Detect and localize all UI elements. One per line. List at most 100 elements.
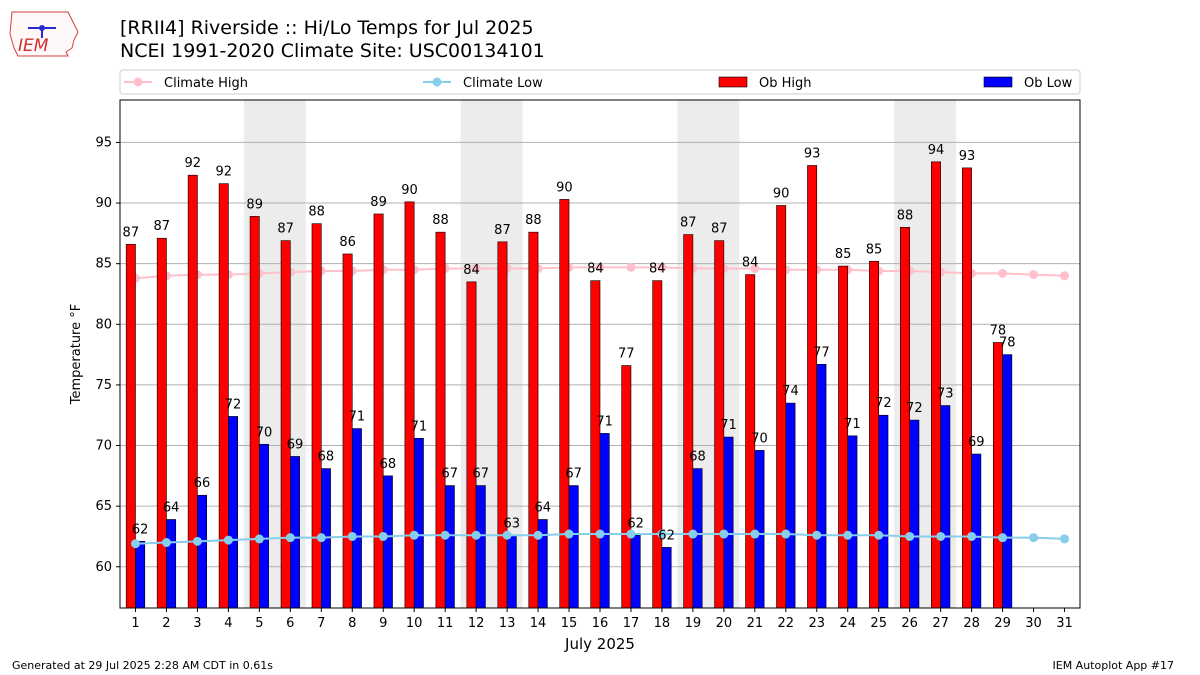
- ob-high-value-label: 84: [587, 262, 604, 277]
- x-tick-label: 30: [1025, 616, 1042, 631]
- legend-ob-high-swatch: [718, 76, 748, 88]
- ob-high-value-label: 87: [154, 219, 171, 234]
- climate-low-point: [502, 530, 512, 540]
- ob-high-bar: [931, 161, 941, 609]
- ob-low-bar: [259, 444, 269, 609]
- climate-low-point: [750, 529, 760, 539]
- y-axis: 60 65 70 75 80 85 90 95: [95, 135, 120, 575]
- climate-low-point: [781, 529, 791, 539]
- ob-low-bar: [754, 450, 765, 609]
- ob-low-value-label: 72: [906, 401, 923, 416]
- ob-high-value-label: 92: [184, 156, 201, 171]
- ob-high-bar: [590, 280, 601, 609]
- x-tick-label: 15: [561, 616, 578, 631]
- x-tick-label: 3: [193, 616, 201, 631]
- y-tick-label: 65: [95, 499, 112, 514]
- ob-low-bar: [909, 419, 920, 609]
- bar-series: [125, 161, 1013, 609]
- footer-app-text: IEM Autoplot App #17: [1052, 659, 1175, 672]
- ob-low-bar: [166, 519, 177, 609]
- x-tick-label: 19: [685, 616, 702, 631]
- x-tick-label: 6: [286, 616, 294, 631]
- climate-low-point: [936, 531, 946, 541]
- ob-low-value-label: 64: [163, 500, 180, 515]
- climate-low-point: [688, 529, 698, 539]
- x-tick-label: 11: [437, 616, 454, 631]
- ob-high-value-label: 94: [928, 143, 945, 158]
- ob-low-value-label: 72: [875, 396, 892, 411]
- ob-low-bar: [723, 436, 734, 609]
- y-tick-label: 95: [95, 135, 112, 150]
- x-tick-label: 7: [317, 616, 325, 631]
- ob-low-bar: [661, 547, 672, 609]
- x-tick-label: 22: [778, 616, 795, 631]
- ob-high-value-label: 87: [711, 222, 728, 237]
- ob-low-bar: [878, 414, 889, 609]
- x-tick-label: 24: [839, 616, 856, 631]
- climate-low-point: [285, 533, 295, 543]
- ob-low-bar: [290, 456, 300, 609]
- ob-low-value-label: 69: [968, 435, 985, 450]
- ob-high-value-label: 84: [742, 256, 759, 271]
- x-tick-label: 2: [162, 616, 170, 631]
- y-tick-label: 70: [95, 439, 112, 454]
- y-tick-label: 60: [95, 560, 112, 575]
- ob-high-bar: [466, 281, 477, 609]
- y-tick-label: 75: [95, 378, 112, 393]
- ob-low-bar: [630, 534, 641, 609]
- climate-high-point: [471, 264, 481, 274]
- ob-high-value-label: 84: [649, 262, 666, 277]
- ob-low-value-label: 67: [473, 467, 490, 482]
- ob-high-bar: [559, 199, 570, 609]
- climate-high-point: [626, 262, 636, 272]
- ob-low-value-label: 67: [565, 467, 582, 482]
- x-tick-label: 20: [716, 616, 733, 631]
- x-tick-label: 18: [654, 616, 671, 631]
- ob-low-bar: [197, 494, 208, 609]
- ob-high-value-label: 90: [401, 183, 418, 198]
- legend-ob-low-swatch: [983, 76, 1013, 88]
- legend-climate-high-label: Climate High: [164, 76, 248, 91]
- x-tick-label: 29: [994, 616, 1011, 631]
- climate-low-point: [254, 534, 264, 544]
- x-tick-label: 26: [901, 616, 918, 631]
- chart-title-line-2: NCEI 1991-2020 Climate Site: USC00134101: [120, 40, 545, 62]
- ob-high-bar: [435, 231, 446, 609]
- climate-low-point: [409, 530, 419, 540]
- logo-text: IEM: [18, 36, 49, 56]
- ob-high-bar: [528, 231, 539, 609]
- ob-low-bar: [135, 541, 146, 609]
- ob-low-bar: [506, 534, 517, 609]
- ob-high-value-label: 85: [835, 247, 852, 262]
- chart-title-line-1: [RRII4] Riverside :: Hi/Lo Temps for Jul…: [120, 17, 534, 39]
- ob-high-bar: [962, 167, 972, 609]
- climate-low-point: [967, 531, 977, 541]
- climate-low-point: [812, 530, 822, 540]
- ob-low-bar: [971, 453, 982, 609]
- ob-high-bar: [869, 260, 880, 609]
- ob-low-bar: [599, 433, 610, 609]
- ob-high-value-label: 89: [246, 197, 263, 212]
- ob-high-value-label: 93: [959, 149, 976, 164]
- climate-low-point: [905, 531, 915, 541]
- x-tick-label: 23: [809, 616, 826, 631]
- climate-low-series: [130, 529, 1070, 549]
- ob-high-value-label: 87: [123, 225, 140, 240]
- ob-low-value-label: 68: [689, 450, 706, 465]
- ob-low-bar: [444, 485, 455, 609]
- ob-low-bar: [785, 402, 796, 609]
- ob-high-value-label: 87: [494, 223, 511, 238]
- climate-low-point: [595, 529, 605, 539]
- ob-low-bar: [228, 416, 238, 609]
- ob-high-bar: [838, 265, 849, 609]
- legend-climate-low-marker: [432, 77, 442, 87]
- ob-low-value-label: 71: [596, 414, 613, 429]
- ob-low-value-label: 63: [503, 516, 520, 531]
- x-tick-label: 17: [623, 616, 640, 631]
- climate-low-point: [657, 529, 667, 539]
- climate-high-point: [998, 268, 1008, 278]
- ob-low-bar: [1002, 354, 1013, 609]
- ob-high-bar: [992, 342, 1003, 609]
- legend-ob-low-label: Ob Low: [1024, 76, 1073, 91]
- x-tick-label: 13: [499, 616, 516, 631]
